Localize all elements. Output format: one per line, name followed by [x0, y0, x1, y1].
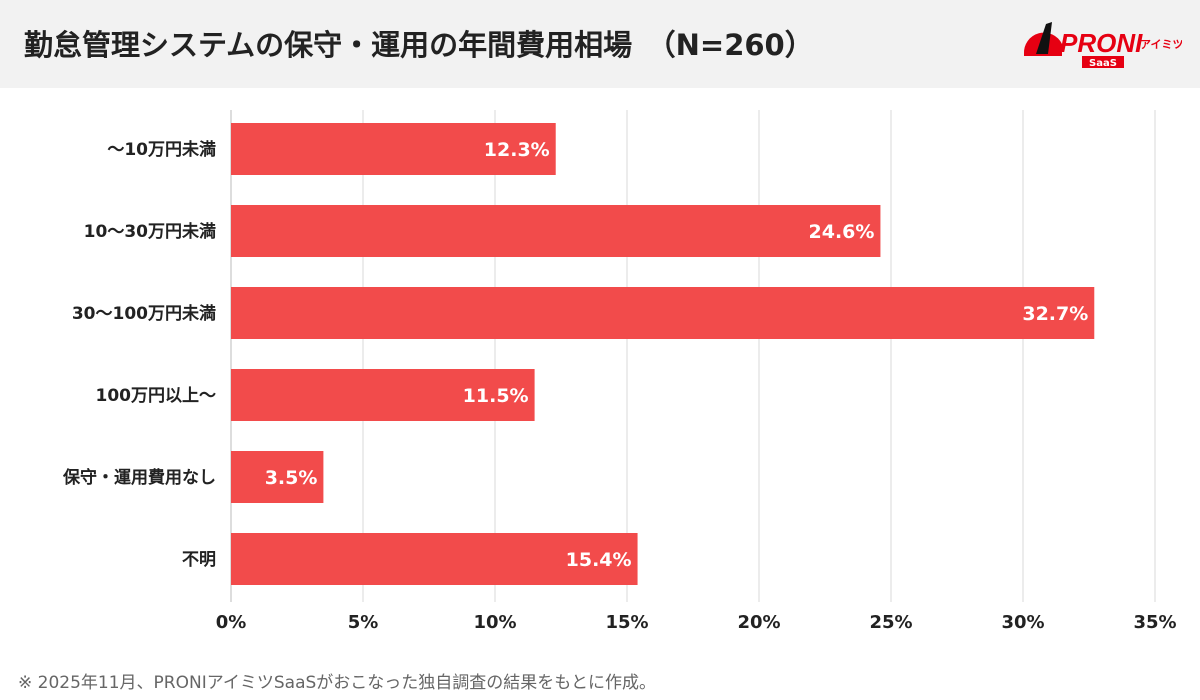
x-tick-label: 10% [473, 612, 516, 633]
category-label: 30〜100万円未満 [72, 303, 216, 324]
header: 勤怠管理システムの保守・運用の年間費用相場 （N=260） PRONI アイミツ… [0, 0, 1200, 88]
data-label: 24.6% [809, 221, 875, 243]
x-tick-label: 0% [216, 612, 247, 633]
x-tick-label: 25% [869, 612, 912, 633]
x-tick-label: 15% [605, 612, 648, 633]
x-tick-label: 30% [1001, 612, 1044, 633]
category-label: 〜10万円未満 [107, 139, 216, 160]
x-tick-label: 35% [1133, 612, 1176, 633]
svg-text:SaaS: SaaS [1089, 58, 1117, 69]
category-label: 100万円以上〜 [96, 386, 217, 406]
bar [231, 205, 881, 257]
category-label: 不明 [182, 550, 216, 570]
data-label: 12.3% [484, 139, 550, 161]
data-label: 3.5% [265, 467, 318, 489]
data-label: 11.5% [463, 385, 529, 407]
x-tick-label: 20% [737, 612, 780, 633]
bar [231, 451, 324, 503]
bar [231, 287, 1095, 339]
svg-text:アイミツ: アイミツ [1140, 38, 1182, 51]
data-label: 15.4% [566, 549, 632, 571]
category-label: 保守・運用費用なし [62, 467, 216, 488]
chart-title: 勤怠管理システムの保守・運用の年間費用相場 （N=260） [24, 28, 814, 62]
x-tick-label: 5% [348, 612, 379, 633]
svg-text:PRONI: PRONI [1060, 28, 1143, 58]
bar [231, 533, 638, 585]
data-label: 32.7% [1022, 303, 1088, 325]
bar [231, 123, 556, 175]
proni-logo: PRONI アイミツ SaaS [1023, 22, 1182, 69]
bar [231, 369, 535, 421]
footnote: ※ 2025年11月、PRONIアイミツSaaSがおこなった独自調査の結果をもと… [18, 673, 656, 693]
category-label: 10〜30万円未満 [84, 221, 216, 242]
